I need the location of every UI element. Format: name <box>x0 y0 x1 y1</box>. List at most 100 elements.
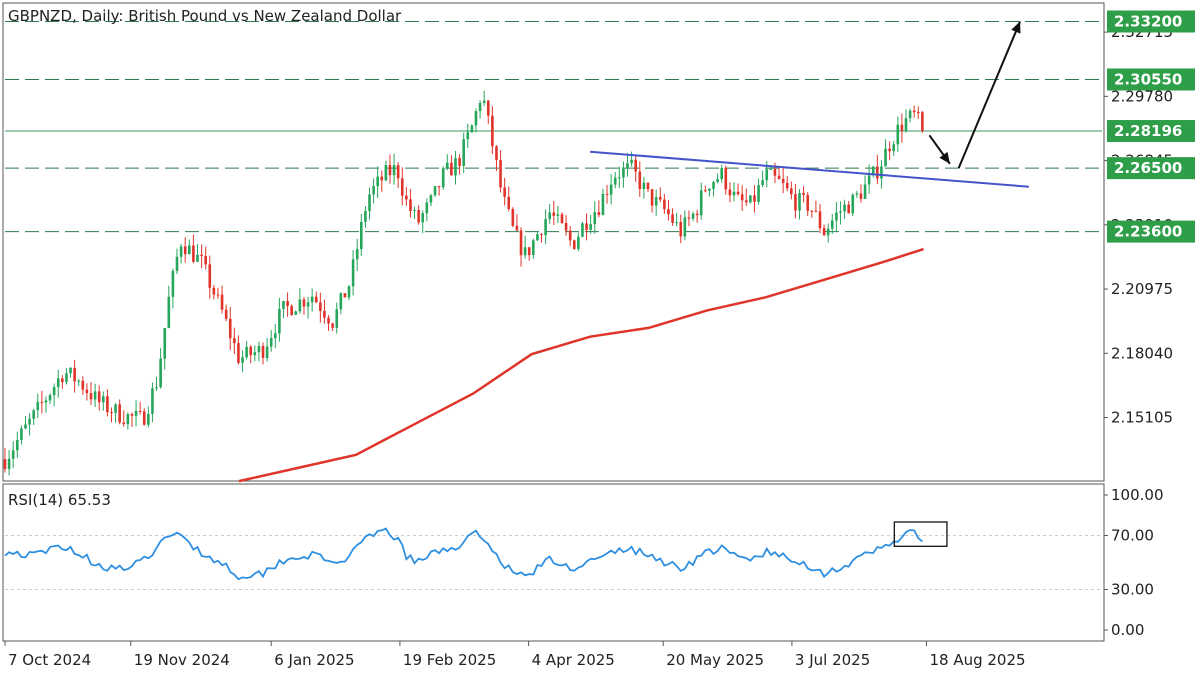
candle-body <box>855 193 859 195</box>
candle-75 <box>310 288 314 312</box>
candle-208 <box>855 190 859 198</box>
candle-body <box>609 184 613 195</box>
candle-13 <box>56 369 60 398</box>
candle-body <box>450 162 453 176</box>
arrow-head <box>1011 21 1021 34</box>
candle-26 <box>110 407 113 423</box>
candle-134 <box>552 200 556 226</box>
candle-142 <box>585 213 588 241</box>
candle-119 <box>491 106 494 155</box>
candle-body <box>474 111 478 126</box>
candle-body <box>355 249 359 260</box>
candle-body <box>413 210 416 212</box>
candle-body <box>265 346 269 358</box>
candle-77 <box>319 292 322 323</box>
candle-9 <box>40 390 44 414</box>
candle-body <box>417 210 420 223</box>
projection-arrows <box>928 21 1022 169</box>
candle-153 <box>630 151 633 167</box>
candle-7 <box>32 408 35 425</box>
candle-73 <box>302 297 306 315</box>
candle-35 <box>147 406 150 428</box>
candle-body <box>101 396 105 403</box>
candle-body <box>876 166 879 179</box>
descending-trendline <box>589 150 1029 188</box>
candle-body <box>237 343 240 363</box>
candle-193 <box>794 183 797 219</box>
candle-body <box>716 179 719 183</box>
candle-15 <box>65 368 68 385</box>
candle-25 <box>106 389 109 417</box>
candle-192 <box>790 181 793 200</box>
candle-body <box>20 428 23 440</box>
candle-50 <box>208 255 212 299</box>
candle-39 <box>163 327 167 370</box>
candle-body <box>548 212 551 220</box>
candle-body <box>97 391 101 403</box>
candle-196 <box>806 192 810 217</box>
candle-body <box>36 401 40 411</box>
candle-21 <box>89 382 93 405</box>
candle-6 <box>28 413 31 436</box>
candle-body <box>319 302 322 311</box>
candle-body <box>364 210 367 222</box>
candle-body <box>613 177 617 185</box>
candle-16 <box>69 367 72 378</box>
candle-27 <box>114 403 117 423</box>
candle-body <box>822 228 826 236</box>
level-badge-box <box>1107 157 1195 180</box>
level-badge-label: 2.23600 <box>1114 223 1182 241</box>
candle-204 <box>839 201 842 225</box>
candle-127 <box>523 235 527 259</box>
candle-body <box>147 413 150 425</box>
candle-3 <box>15 431 19 458</box>
candle-body <box>134 410 138 416</box>
candle-body <box>261 346 265 358</box>
candle-154 <box>634 155 638 182</box>
candle-body <box>388 165 392 176</box>
candle-body <box>749 195 752 203</box>
candle-28 <box>118 399 121 425</box>
candle-body <box>826 228 830 236</box>
candle-132 <box>544 209 547 244</box>
candle-219 <box>900 113 904 143</box>
candle-body <box>744 200 748 203</box>
candle-body <box>523 247 527 256</box>
time-tick-label: 18 Aug 2025 <box>929 651 1025 669</box>
candle-88 <box>364 206 367 228</box>
candle-46 <box>192 234 195 264</box>
level-badge-box <box>1107 120 1195 143</box>
candle-215 <box>884 139 887 167</box>
candle-body <box>298 299 302 312</box>
candle-body <box>585 223 588 230</box>
candle-143 <box>589 214 592 234</box>
moving-average <box>238 247 924 483</box>
candle-body <box>507 196 511 210</box>
projection-arrow-1 <box>957 21 1022 169</box>
candle-29 <box>122 410 126 427</box>
candle-body <box>663 199 666 210</box>
candle-61 <box>253 345 257 362</box>
candle-body <box>327 317 330 324</box>
candle-121 <box>499 150 502 193</box>
candle-149 <box>613 172 617 189</box>
candle-69 <box>286 292 289 317</box>
time-tick-label: 19 Feb 2025 <box>403 651 496 669</box>
candle-body <box>658 197 662 200</box>
candle-body <box>691 213 695 219</box>
candle-1 <box>7 450 11 476</box>
candle-160 <box>658 187 662 203</box>
candle-body <box>286 301 289 306</box>
candle-body <box>114 404 117 413</box>
candle-58 <box>241 350 244 373</box>
candle-body <box>208 264 212 288</box>
candle-body <box>433 186 437 196</box>
candle-body <box>396 165 400 179</box>
candle-218 <box>896 116 900 152</box>
candle-172 <box>708 188 711 197</box>
candle-147 <box>605 184 609 204</box>
candle-body <box>130 414 134 416</box>
candle-body <box>437 186 441 188</box>
candle-205 <box>843 199 846 219</box>
